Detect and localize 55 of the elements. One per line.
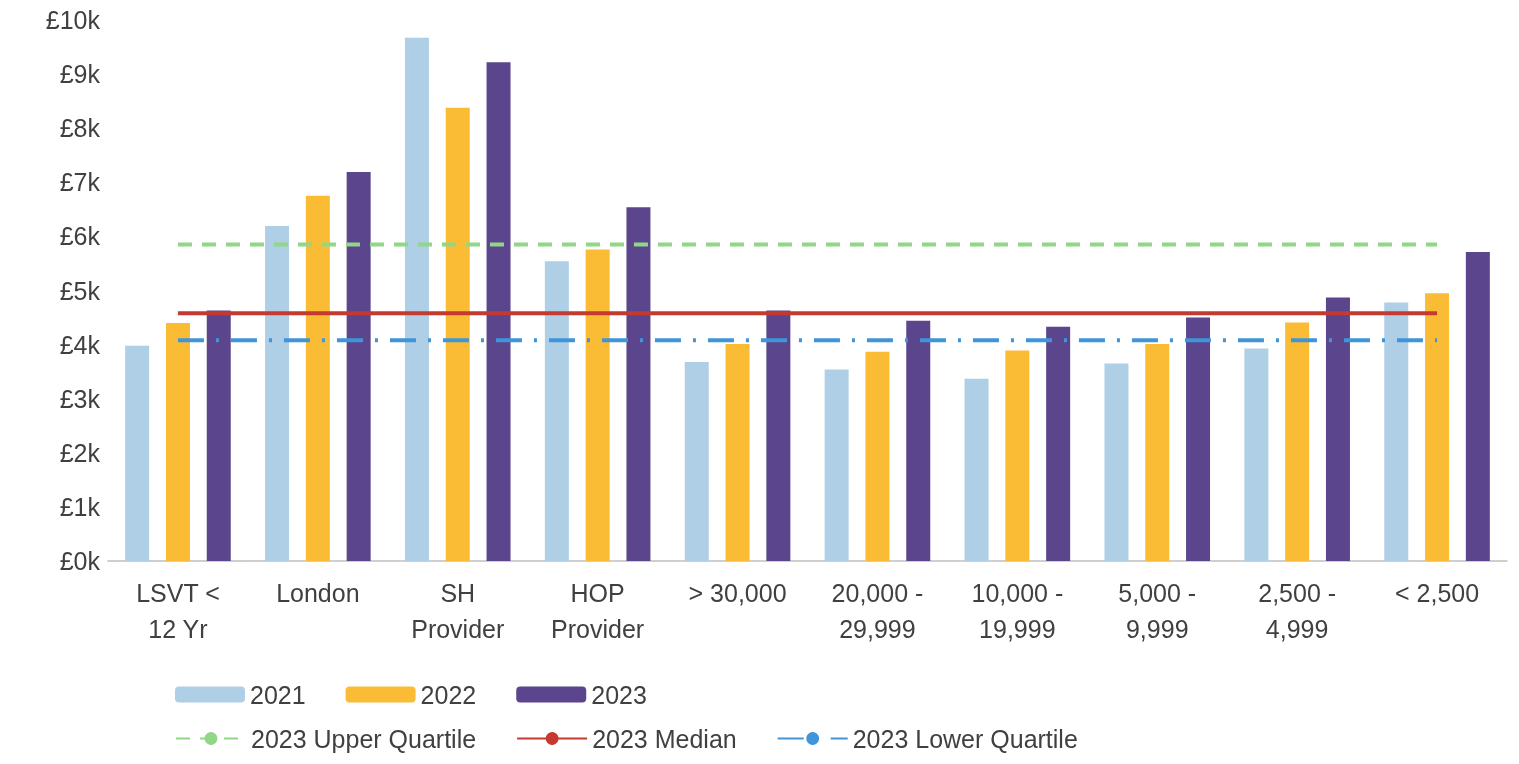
legend-label: 2023 Lower Quartile — [852, 724, 1078, 753]
y-tick-label: £2k — [59, 438, 101, 467]
x-tick-label: > 30,000 — [688, 579, 787, 607]
x-tick-label: 20,000 - 29,999 — [831, 579, 924, 643]
bar — [445, 107, 470, 561]
x-tick-label: LSVT < 12 Yr — [136, 579, 220, 643]
bar — [725, 344, 750, 561]
bar — [1046, 326, 1071, 561]
bar — [265, 226, 290, 561]
x-tick-label: 2,500 - 4,999 — [1258, 579, 1337, 643]
y-tick-label: £4k — [59, 330, 101, 359]
bar — [165, 322, 190, 561]
bar — [486, 62, 511, 561]
bar — [865, 351, 890, 561]
bar — [125, 345, 150, 561]
bar — [684, 361, 709, 561]
y-tick-label: £1k — [59, 492, 101, 521]
y-tick-label: £5k — [59, 276, 101, 305]
bar — [1244, 348, 1269, 561]
bar — [305, 195, 330, 561]
y-tick-label: £7k — [59, 168, 101, 197]
x-tick-label: 10,000 - 19,999 — [971, 579, 1064, 643]
bar — [824, 369, 849, 561]
y-tick-label: £0k — [59, 547, 101, 575]
y-tick-label: £9k — [59, 60, 101, 89]
legend-label: 2023 — [591, 680, 647, 709]
bar — [1285, 322, 1310, 561]
y-tick-label: £10k — [45, 6, 101, 34]
y-tick-label: £6k — [59, 222, 101, 251]
bar — [964, 378, 989, 561]
legend-label: 2023 Median — [592, 724, 737, 753]
legend-label: 2022 — [420, 680, 477, 709]
bar — [585, 249, 610, 561]
bar — [1005, 350, 1030, 561]
bar — [1325, 297, 1350, 561]
legend-label: 2023 Upper Quartile — [251, 724, 477, 753]
x-tick-label: 5,000 - 9,999 — [1118, 579, 1197, 643]
bar — [1104, 363, 1129, 561]
x-tick-label: SH Provider — [411, 579, 505, 643]
x-tick-label: < 2,500 — [1395, 579, 1480, 607]
bar — [1465, 252, 1490, 561]
bar — [1145, 344, 1170, 561]
x-tick-label: HOP Provider — [551, 579, 645, 643]
bar — [544, 261, 569, 561]
bar — [1384, 302, 1409, 561]
x-tick-label: London — [276, 579, 360, 607]
y-tick-label: £8k — [59, 114, 101, 143]
y-tick-label: £3k — [59, 384, 101, 413]
bar — [1425, 293, 1450, 561]
bar — [626, 207, 651, 561]
legend-label: 2021 — [250, 680, 306, 709]
bar — [346, 172, 371, 561]
bar — [1186, 317, 1211, 561]
bar — [906, 320, 931, 561]
bar — [404, 37, 429, 561]
